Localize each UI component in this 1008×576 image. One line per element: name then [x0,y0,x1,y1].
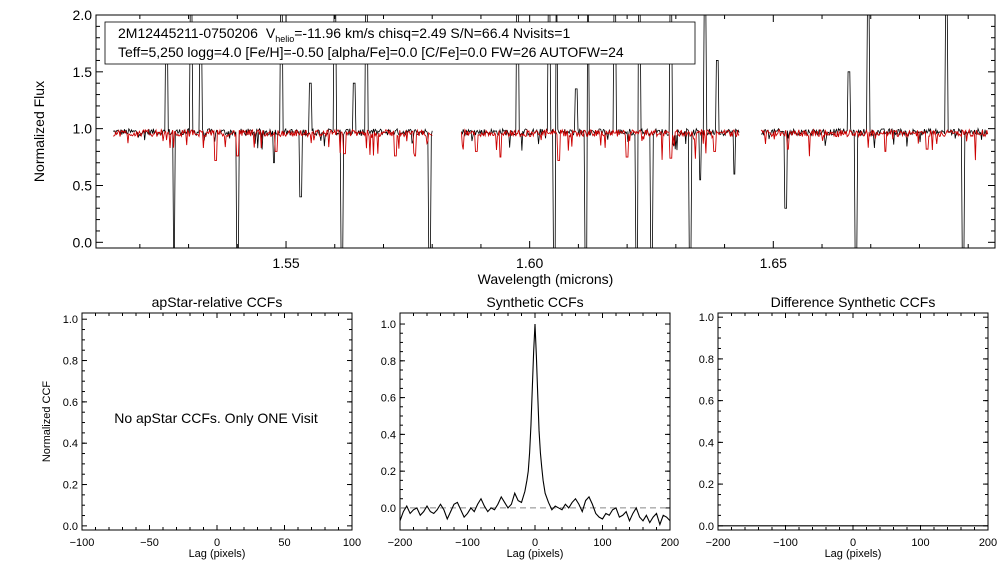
x-axis-label: Lag (pixels) [189,548,246,560]
y-tick-label: 0.4 [63,438,78,450]
x-tick-label: 1.65 [760,255,787,271]
annotation-line2: Teff=5,250 logg=4.0 [Fe/H]=-0.50 [alpha/… [118,44,624,60]
x-tick-label: −50 [140,537,159,549]
y-tick-label: 2.0 [73,7,93,23]
y-tick-label: 0.5 [73,177,93,193]
x-tick-label: 1.60 [516,255,543,271]
plot-frame [399,312,671,531]
y-tick-label: 0.8 [699,354,714,366]
x-tick-label: 200 [661,537,679,549]
y-tick-label: 0.8 [63,356,78,368]
x-tick-label: 0 [214,537,220,549]
no-ccf-message: No apStar CCFs. Only ONE Visit [114,410,318,426]
x-tick-label: 100 [593,537,611,549]
y-tick-label: 0.0 [63,521,78,533]
x-tick-label: 50 [278,537,290,549]
x-tick-label: −100 [773,537,798,549]
apstar-ccf-panel: −100 −50 0 50 100 0.0 0.2 0.4 0.6 0.8 1.0 Lag (pixe… [41,294,361,560]
model-spectrum-line [113,128,989,161]
x-axis-label: Lag (pixels) [825,548,882,560]
y-tick-label: 0.8 [381,356,396,368]
plot-frame [95,14,996,249]
y-tick-label: 0.4 [381,429,396,441]
y-tick-label: 0.6 [63,397,78,409]
y-tick-label: 0.0 [699,521,714,533]
y-tick-label: 1.0 [73,121,93,137]
annotation-line1: 2M12445211-0750206 Vhelio=-11.96 km/s chi… [118,25,570,44]
annotation-box [104,21,696,65]
y-tick-label: 0.2 [699,479,714,491]
y-tick-label: 1.0 [381,319,396,331]
spectrum-panel: 1.55 1.60 1.65 0.0 0.5 1.0 1.5 2.0 Wavelength (m… [31,7,996,287]
ccf-series-line [400,324,670,527]
y-tick-label: 0.2 [63,480,78,492]
y-axis-label: Normalized Flux [31,81,47,182]
y-tick-label: 1.0 [699,312,714,324]
x-tick-label: 100 [911,537,929,549]
x-tick-label: −200 [388,537,413,549]
x-tick-label: 1.55 [272,255,299,271]
panel-title: apStar-relative CCFs [152,294,283,310]
x-axis-label: Wavelength (microns) [478,271,614,287]
x-axis-label: Lag (pixels) [507,548,564,560]
synthetic-ccf-panel: −200 −100 0 100 200 0.0 0.2 0.4 0.6 0.8 1.0 Lag (pi… [381,294,679,560]
difference-ccf-panel: −200 −100 0 100 200 0.0 0.2 0.4 0.6 0.8 1.0 Lag (pi… [699,294,997,560]
x-tick-label: −200 [706,537,731,549]
x-tick-label: −100 [455,537,480,549]
x-tick-label: 0 [850,537,856,549]
y-tick-label: 1.0 [63,314,78,326]
plot-area [400,324,670,527]
y-tick-label: 0.2 [381,466,396,478]
x-tick-label: −100 [70,537,95,549]
y-tick-label: 1.5 [73,64,93,80]
y-tick-label: 0.0 [381,503,396,515]
panel-title: Synthetic CCFs [486,294,583,310]
y-tick-label: 0.6 [699,396,714,408]
plot-frame [717,312,989,531]
x-tick-label: 200 [979,537,997,549]
x-tick-label: 0 [532,537,538,549]
x-tick-label: 100 [343,537,361,549]
y-axis-label: Normalized CCF [41,381,53,463]
panel-title: Difference Synthetic CCFs [771,294,936,310]
y-tick-label: 0.0 [73,234,93,250]
y-tick-label: 0.4 [699,437,714,449]
y-tick-label: 0.6 [381,393,396,405]
